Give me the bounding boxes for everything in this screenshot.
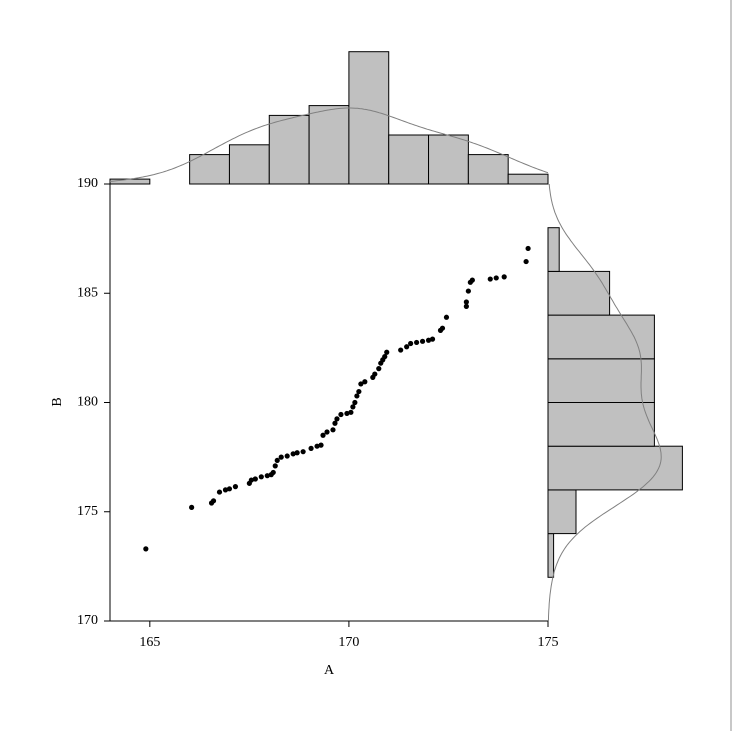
scatter-point: [232, 484, 239, 490]
scatter-point: [222, 487, 229, 493]
scatter-point: [350, 404, 356, 410]
top-hist-bar: [308, 105, 350, 185]
top-hist-bar: [268, 114, 310, 185]
scatter-point: [189, 504, 195, 510]
right-kde: [547, 183, 662, 622]
scatter-point: [404, 344, 410, 350]
scatter-point: [463, 303, 469, 309]
scatter-point: [216, 489, 223, 495]
scatter-point: [258, 474, 264, 480]
x-tick-label: 175: [538, 635, 559, 650]
top-hist-bar: [388, 134, 430, 185]
right-hist-bar: [547, 270, 611, 316]
x-tick-label: 165: [139, 635, 160, 650]
scatter-point: [429, 336, 436, 342]
scatter-point: [330, 427, 336, 433]
scatter-point: [290, 451, 296, 457]
scatter-point: [356, 388, 362, 395]
scatter-point: [414, 339, 420, 346]
scatter-point: [382, 354, 388, 360]
right-hist-bar: [547, 533, 555, 578]
scatter-point: [344, 410, 350, 417]
scatter-point: [324, 429, 330, 435]
right-hist-bar: [547, 227, 560, 272]
scatter-point: [270, 469, 276, 476]
right-hist-bar: [547, 445, 683, 491]
scatter-point: [443, 314, 450, 320]
scatter-point: [463, 299, 469, 305]
x-axis-label: A: [324, 663, 335, 678]
scatter-point: [334, 416, 340, 422]
y-axis-label: B: [50, 397, 65, 406]
scatter-point: [384, 349, 390, 355]
scatter-point: [143, 546, 149, 552]
top-hist-bar: [348, 51, 390, 185]
scatter-point: [523, 258, 529, 265]
scatter-point: [465, 288, 471, 294]
scatter-point: [284, 453, 290, 459]
scatter-point: [352, 399, 358, 406]
scatter-point: [358, 381, 364, 387]
scatter-point: [274, 457, 280, 464]
y-tick-label: 180: [77, 395, 98, 410]
scatter-point: [398, 347, 404, 353]
scatter-point: [300, 449, 306, 455]
scatter-point: [226, 486, 233, 492]
scatter-point: [252, 476, 258, 482]
scatter-point: [264, 473, 270, 479]
scatter-point: [248, 477, 254, 483]
scatter-point: [376, 366, 382, 372]
scatter-point: [439, 325, 446, 331]
y-tick-label: 170: [77, 613, 98, 628]
y-tick-label: 185: [77, 285, 98, 300]
top-hist-bar: [428, 134, 469, 185]
scatter-point: [469, 277, 475, 283]
scatter-point: [272, 463, 278, 469]
y-tick-label: 175: [77, 504, 98, 519]
scatter-point: [501, 274, 507, 280]
right-hist-bar: [547, 402, 655, 447]
scatter-point: [210, 498, 217, 504]
scatter-point: [487, 276, 493, 282]
y-tick-label: 190: [77, 176, 98, 191]
scatter-point: [318, 442, 324, 448]
scatter-point: [294, 450, 300, 456]
scatter-point: [314, 443, 320, 449]
top-hist-bar: [109, 178, 151, 185]
scatter-point: [362, 379, 368, 385]
top-hist-bar: [507, 173, 549, 185]
top-kde: [109, 107, 549, 182]
right-hist-bar: [547, 358, 655, 403]
right-hist-bar: [547, 489, 577, 535]
scatter-point: [278, 454, 284, 460]
scatter-point: [525, 245, 531, 252]
x-tick-label: 170: [338, 635, 359, 650]
scatter-point: [425, 337, 432, 343]
scatter-point: [408, 340, 414, 347]
scatter-point: [332, 420, 338, 426]
scatter-point: [338, 411, 344, 418]
scatter-point: [354, 393, 360, 399]
scatter-point: [320, 432, 326, 438]
right-hist-bar: [547, 314, 655, 360]
scatter-point: [372, 371, 378, 377]
scatter-point: [419, 338, 426, 344]
scatter-point: [348, 409, 354, 415]
top-hist-bar: [467, 154, 509, 185]
top-hist-bar: [228, 144, 270, 185]
scatter-point: [493, 275, 499, 281]
scatter-point: [308, 445, 314, 451]
